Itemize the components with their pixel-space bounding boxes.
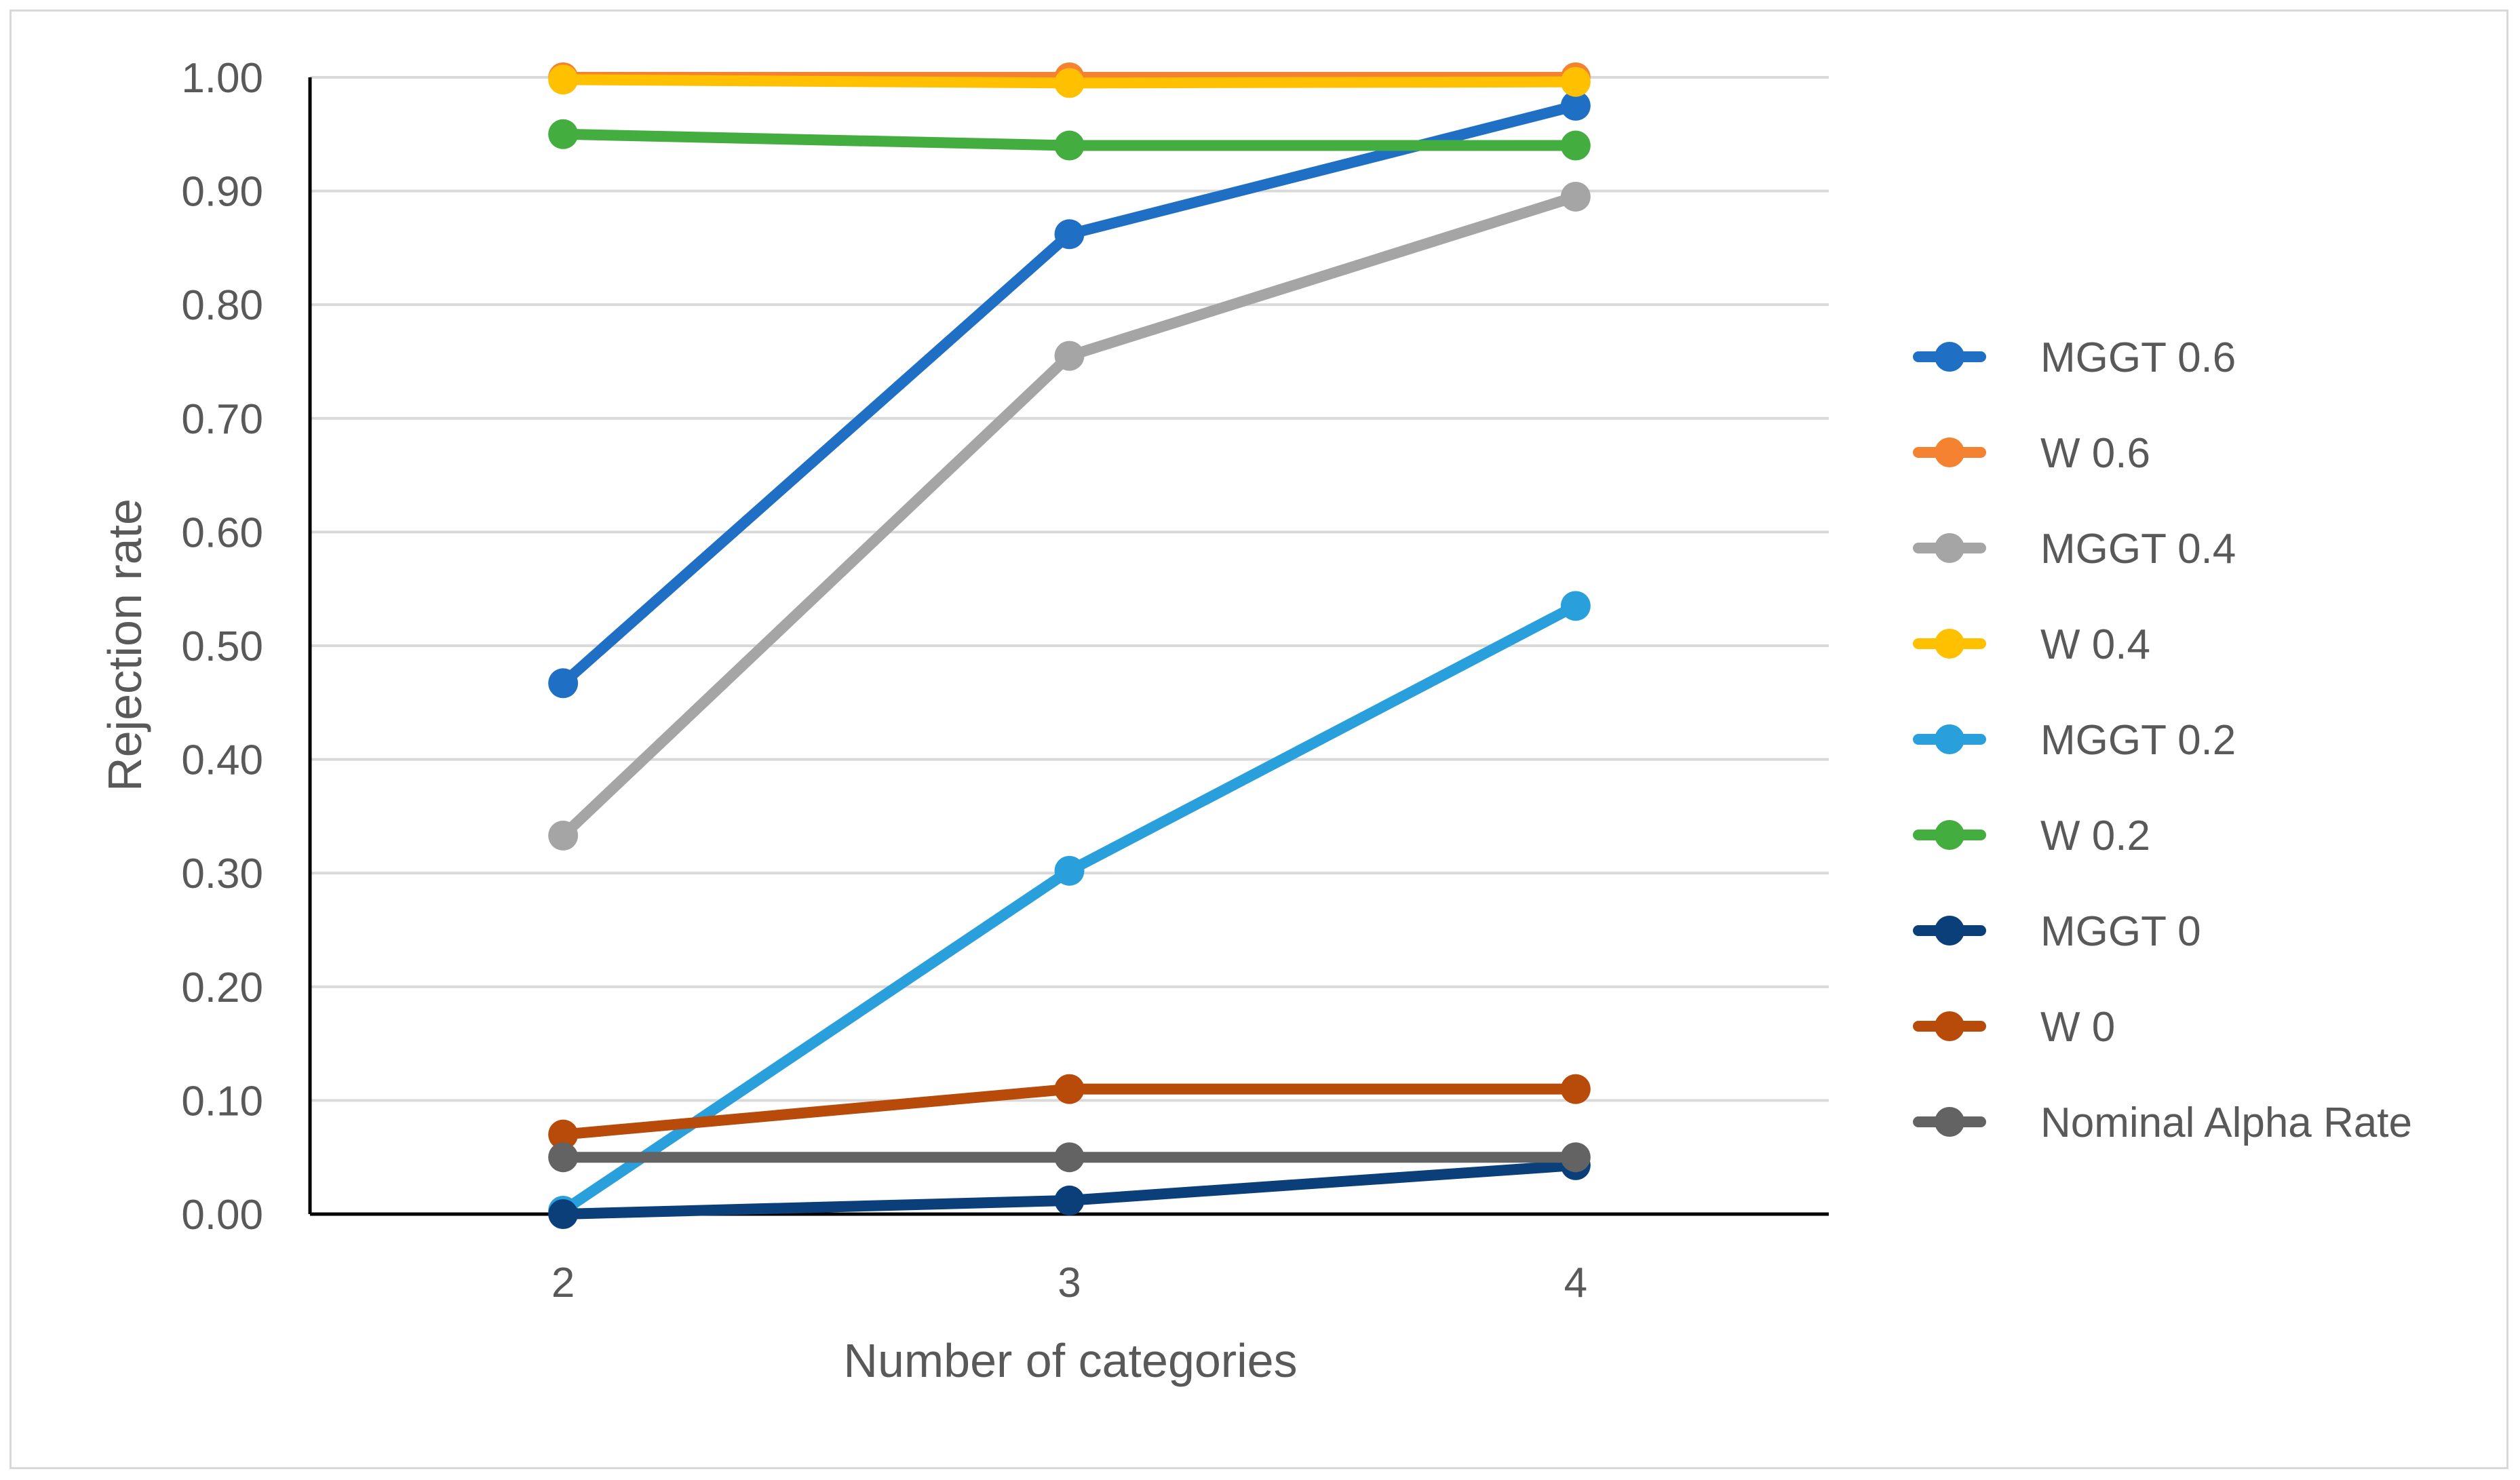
- series-5: [548, 119, 1591, 161]
- legend-label: MGGT 0.6: [2040, 334, 2236, 381]
- chart-frame: [9, 9, 2508, 1469]
- y-tick-label: 0.90: [181, 169, 263, 216]
- data-point: [548, 64, 579, 95]
- legend-entry: W 0.4: [1913, 621, 2150, 668]
- series: [548, 62, 1591, 1229]
- data-point: [1054, 68, 1085, 98]
- legend-entry: W 0.2: [1913, 813, 2150, 859]
- legend-swatch-marker: [1935, 820, 1964, 850]
- data-point: [1560, 1074, 1591, 1104]
- series-3: [548, 64, 1591, 98]
- series-line: [558, 100, 1581, 689]
- y-tick-label: 0.70: [181, 396, 263, 443]
- data-point: [1054, 1185, 1085, 1215]
- data-point: [1054, 219, 1085, 250]
- y-tick-label: 0.00: [181, 1192, 263, 1239]
- data-point: [548, 1142, 579, 1173]
- y-axis-tick-labels: 0.00 0.10 0.20 0.30 0.40 0.50 0.60 0.70 0.80 0.90…: [181, 55, 263, 1239]
- legend-swatch-marker: [1935, 1011, 1964, 1041]
- x-axis-title: Number of categories: [843, 1334, 1297, 1387]
- legend-swatch-marker: [1935, 342, 1964, 372]
- data-point: [1054, 130, 1085, 161]
- legend-label: MGGT 0: [2040, 908, 2201, 955]
- series-line: [558, 191, 1581, 841]
- legend-swatch-marker: [1935, 1107, 1964, 1137]
- legend: MGGT 0.6 W 0.6 MGGT 0.4 W 0.4 MGGT 0.2 W 0.2 M…: [1913, 334, 2412, 1146]
- data-point: [1560, 66, 1591, 97]
- y-tick-label: 0.30: [181, 851, 263, 897]
- legend-label: W 0.4: [2040, 621, 2150, 668]
- legend-label: MGGT 0.4: [2040, 526, 2236, 572]
- data-point: [1054, 1142, 1085, 1173]
- series-7: [548, 1074, 1591, 1150]
- data-point: [548, 668, 579, 699]
- series-0: [548, 90, 1591, 699]
- series-4: [548, 591, 1591, 1226]
- y-tick-label: 0.20: [181, 965, 263, 1011]
- y-tick-label: 0.10: [181, 1078, 263, 1125]
- legend-swatch-marker: [1935, 437, 1964, 467]
- legend-entry: W 0: [1913, 1004, 2115, 1051]
- legend-entry: Nominal Alpha Rate: [1913, 1099, 2412, 1146]
- y-tick-label: 1.00: [181, 55, 263, 102]
- y-tick-label: 0.60: [181, 509, 263, 556]
- data-point: [548, 1199, 579, 1229]
- legend-swatch-marker: [1935, 629, 1964, 659]
- data-point: [1560, 591, 1591, 621]
- series-8: [548, 1142, 1591, 1173]
- legend-swatch-marker: [1935, 916, 1964, 946]
- series-2: [548, 181, 1591, 851]
- legend-label: Nominal Alpha Rate: [2040, 1099, 2412, 1146]
- legend-entry: W 0.6: [1913, 430, 2150, 477]
- data-point: [1560, 181, 1591, 212]
- data-point: [548, 820, 579, 851]
- x-axis-tick-labels: 2 3 4: [551, 1260, 1587, 1306]
- legend-entry: MGGT 0.6: [1913, 334, 2236, 381]
- legend-swatch-marker: [1935, 533, 1964, 563]
- legend-swatch-marker: [1935, 724, 1964, 754]
- data-point: [1054, 340, 1085, 371]
- data-point: [1560, 90, 1591, 121]
- legend-entry: MGGT 0: [1913, 908, 2201, 955]
- x-tick-label: 2: [551, 1260, 575, 1306]
- data-point: [1054, 855, 1085, 886]
- legend-entry: MGGT 0.2: [1913, 717, 2236, 764]
- data-point: [548, 119, 579, 149]
- y-tick-label: 0.40: [181, 737, 263, 784]
- legend-label: MGGT 0.2: [2040, 717, 2236, 764]
- legend-entry: MGGT 0.4: [1913, 526, 2236, 572]
- data-point: [548, 1119, 579, 1150]
- y-axis-title: Rejection rate: [98, 499, 151, 792]
- data-point: [1054, 1074, 1085, 1104]
- legend-label: W 0.2: [2040, 813, 2150, 859]
- y-tick-label: 0.80: [181, 282, 263, 329]
- y-tick-label: 0.50: [181, 623, 263, 670]
- data-point: [1560, 130, 1591, 161]
- legend-label: W 0.6: [2040, 430, 2150, 477]
- legend-label: W 0: [2040, 1004, 2115, 1051]
- x-tick-label: 4: [1564, 1260, 1587, 1306]
- data-point: [1560, 1142, 1591, 1173]
- x-tick-label: 3: [1058, 1260, 1081, 1306]
